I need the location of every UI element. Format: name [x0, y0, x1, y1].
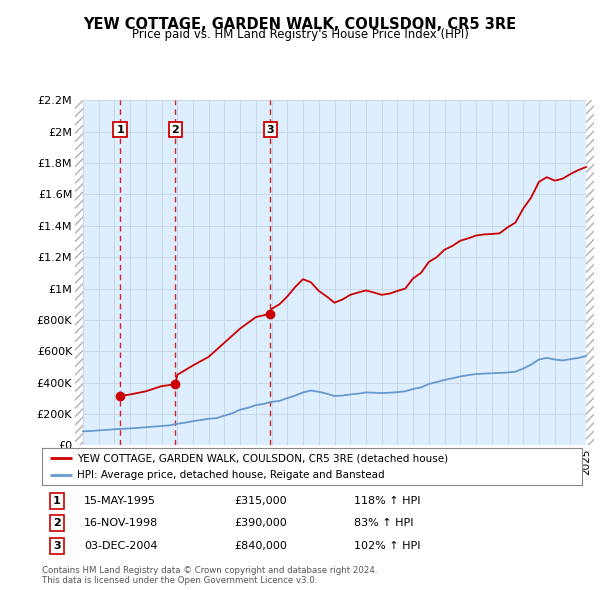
- Text: 03-DEC-2004: 03-DEC-2004: [84, 541, 157, 550]
- Text: HPI: Average price, detached house, Reigate and Banstead: HPI: Average price, detached house, Reig…: [77, 470, 385, 480]
- Text: 16-NOV-1998: 16-NOV-1998: [84, 519, 158, 528]
- Text: 3: 3: [53, 541, 61, 550]
- Text: 118% ↑ HPI: 118% ↑ HPI: [354, 496, 421, 506]
- Text: Contains HM Land Registry data © Crown copyright and database right 2024.
This d: Contains HM Land Registry data © Crown c…: [42, 566, 377, 585]
- Text: 1: 1: [116, 124, 124, 135]
- Text: 2: 2: [53, 519, 61, 528]
- Text: 102% ↑ HPI: 102% ↑ HPI: [354, 541, 421, 550]
- Text: 15-MAY-1995: 15-MAY-1995: [84, 496, 156, 506]
- Text: 2: 2: [172, 124, 179, 135]
- Text: £840,000: £840,000: [234, 541, 287, 550]
- Text: £390,000: £390,000: [234, 519, 287, 528]
- Text: 83% ↑ HPI: 83% ↑ HPI: [354, 519, 413, 528]
- Text: 3: 3: [266, 124, 274, 135]
- Text: 1: 1: [53, 496, 61, 506]
- Text: Price paid vs. HM Land Registry's House Price Index (HPI): Price paid vs. HM Land Registry's House …: [131, 28, 469, 41]
- Text: £315,000: £315,000: [234, 496, 287, 506]
- Text: YEW COTTAGE, GARDEN WALK, COULSDON, CR5 3RE (detached house): YEW COTTAGE, GARDEN WALK, COULSDON, CR5 …: [77, 453, 448, 463]
- Text: YEW COTTAGE, GARDEN WALK, COULSDON, CR5 3RE: YEW COTTAGE, GARDEN WALK, COULSDON, CR5 …: [83, 17, 517, 31]
